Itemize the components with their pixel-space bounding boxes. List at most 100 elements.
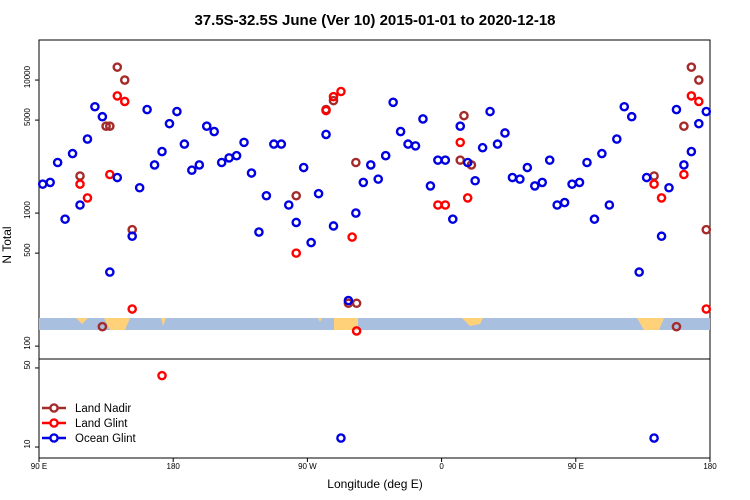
land-nadir-point xyxy=(328,95,339,106)
land-nadir-point xyxy=(686,62,697,72)
ocean-glint-point xyxy=(239,137,249,148)
land-mass-south-america xyxy=(334,318,358,330)
ocean-glint-point xyxy=(544,155,555,165)
ocean-glint-point xyxy=(194,160,205,170)
ocean-glint-point xyxy=(597,148,607,159)
x-axis: 90 E 180 90 W 0 90 E 180 xyxy=(31,458,717,471)
x-tick-label: 90 E xyxy=(568,462,584,471)
ocean-glint-point xyxy=(224,153,234,163)
ocean-glint-point xyxy=(209,126,220,137)
land-glint-point xyxy=(157,370,167,381)
land-glint-point xyxy=(455,137,466,148)
ocean-glint-point xyxy=(380,150,391,161)
ocean-glint-point xyxy=(492,139,503,149)
ocean-glint-point xyxy=(515,174,525,184)
ocean-glint-point xyxy=(246,168,257,178)
land-nadir-point xyxy=(75,171,85,181)
land-nadir-point xyxy=(459,110,469,121)
ocean-glint-point xyxy=(179,139,190,149)
ocean-glint-point xyxy=(142,104,152,115)
data-points xyxy=(37,62,712,443)
x-tick-label: 180 xyxy=(167,462,181,471)
ocean-glint-point xyxy=(529,181,540,191)
ocean-glint-point xyxy=(589,214,600,224)
land-glint-point xyxy=(127,304,137,314)
land-nadir-point xyxy=(119,75,130,85)
land-glint-point xyxy=(649,179,659,189)
land-glint-point xyxy=(440,200,451,210)
ocean-glint-point xyxy=(500,128,510,138)
ocean-glint-point xyxy=(604,200,615,210)
ocean-glint-point xyxy=(485,106,495,117)
land-mass-africa xyxy=(462,318,483,326)
land-glint-point xyxy=(291,248,302,258)
land-mass-australia-wrap xyxy=(637,318,664,330)
ocean-glint-point xyxy=(455,121,466,131)
land-nadir-point xyxy=(101,121,111,131)
ocean-glint-point xyxy=(313,188,324,199)
land-glint-point xyxy=(336,86,346,97)
ocean-glint-point xyxy=(187,165,197,176)
ocean-glint-point xyxy=(582,157,592,168)
chart-title: 37.5S-32.5S June (Ver 10) 2015-01-01 to … xyxy=(194,12,555,29)
ocean-glint-point xyxy=(373,174,384,184)
land-glint-point xyxy=(105,169,115,180)
ocean-glint-point xyxy=(574,177,585,188)
ocean-glint-point xyxy=(634,267,644,277)
ocean-glint-point xyxy=(276,139,287,149)
land-nadir-point xyxy=(671,321,682,332)
land-glint-point xyxy=(82,193,93,203)
upper-panel-frame xyxy=(38,39,711,360)
ocean-glint-point xyxy=(410,141,421,151)
x-tick-label: 90 E xyxy=(31,462,47,471)
y-axis-label: N Total xyxy=(0,226,14,263)
legend-label-land-glint: Land Glint xyxy=(75,418,128,430)
land-nadir-point xyxy=(701,224,712,235)
ocean-glint-point xyxy=(462,157,473,168)
ocean-glint-point xyxy=(694,118,704,129)
ocean-glint-point xyxy=(134,182,145,193)
legend-marker-land-glint xyxy=(49,418,59,428)
ocean-glint-point xyxy=(395,126,406,137)
land-glint-point xyxy=(119,96,130,107)
land-glint-point xyxy=(112,91,123,101)
land-mass-australia xyxy=(104,318,130,330)
legend-marker-ocean-glint xyxy=(49,433,59,443)
land-nadir-point xyxy=(351,298,362,309)
legend-marker-land-nadir xyxy=(49,403,59,413)
ocean-glint-point xyxy=(626,111,637,122)
ocean-glint-point xyxy=(283,200,294,210)
ocean-glint-point xyxy=(365,160,376,170)
ocean-glint-point xyxy=(261,190,272,201)
ocean-glint-point xyxy=(37,179,48,189)
ocean-glint-point xyxy=(45,177,55,188)
ocean-glint-point xyxy=(90,101,100,112)
land-nadir-point xyxy=(649,171,659,181)
land-mass-africa-wrap xyxy=(76,318,88,324)
ocean-glint-point xyxy=(649,433,659,443)
ocean-glint-point xyxy=(559,197,570,208)
ocean-glint-point xyxy=(60,214,70,224)
land-glint-point xyxy=(686,91,697,101)
legend-label-ocean-glint: Ocean Glint xyxy=(75,433,137,445)
land-glint-point xyxy=(347,232,357,242)
ocean-glint-point xyxy=(97,111,108,122)
y-tick-label: 1000 xyxy=(23,201,32,219)
ocean-glint-point xyxy=(612,134,622,144)
ocean-glint-point xyxy=(157,146,167,157)
land-mass-new-zealand xyxy=(161,318,166,326)
ocean-glint-point xyxy=(201,121,212,131)
ocean-glint-point xyxy=(231,150,242,161)
land-strip xyxy=(39,318,710,330)
ocean-glint-point xyxy=(127,231,137,242)
ocean-glint-point xyxy=(686,146,697,157)
ocean-glint-point xyxy=(172,106,182,117)
ocean-glint-point xyxy=(82,134,93,144)
ocean-glint-point xyxy=(298,162,309,173)
ocean-glint-point xyxy=(388,97,398,108)
land-glint-point xyxy=(75,179,85,189)
y-tick-label: 5000 xyxy=(23,108,32,126)
land-glint-point xyxy=(433,200,443,210)
ocean-glint-point xyxy=(447,214,458,224)
